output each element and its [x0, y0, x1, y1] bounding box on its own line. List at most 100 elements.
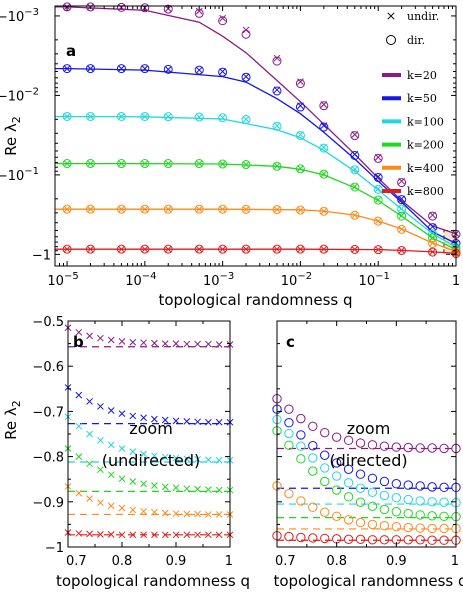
directed-marker — [397, 245, 407, 255]
directed-marker — [355, 497, 366, 507]
legend-label: k=400 — [407, 162, 444, 175]
undirected-marker — [219, 114, 226, 121]
directed-marker — [379, 535, 390, 545]
undirected-marker — [374, 185, 382, 193]
x-tick-label-base: 10 — [47, 274, 64, 289]
directed-marker — [319, 244, 329, 254]
legend-label: k=200 — [407, 139, 444, 152]
directed-marker — [218, 67, 228, 77]
legend-undirected-marker — [387, 12, 395, 20]
directed-marker — [320, 533, 330, 544]
undirected-marker — [87, 113, 94, 120]
undirected-marker — [118, 445, 126, 452]
undirected-marker — [118, 65, 125, 72]
directed-marker — [272, 205, 282, 215]
directed-marker — [218, 113, 228, 123]
x-tick-label-exp: −3 — [220, 271, 235, 282]
x-axis-label: topological randomness q — [56, 572, 250, 590]
directed-marker — [140, 64, 150, 74]
undirected-marker — [194, 510, 201, 518]
x-tick-label-base: 10 — [281, 274, 298, 289]
undirected-marker — [107, 502, 115, 510]
undirected-marker — [194, 418, 201, 426]
directed-marker — [62, 159, 72, 169]
directed-marker — [427, 511, 437, 521]
legend-label: k=100 — [407, 115, 444, 128]
panel-letter-c: c — [286, 333, 295, 351]
undirected-marker — [151, 531, 158, 539]
undirected-marker — [118, 410, 126, 418]
undirected-marker — [63, 245, 71, 253]
undirected-marker — [172, 340, 180, 347]
legend-label: dir. — [407, 34, 425, 47]
y-tick-label: −0.9 — [32, 496, 64, 511]
undirected-marker — [215, 486, 223, 494]
directed-marker — [379, 441, 390, 451]
directed-marker — [428, 247, 438, 257]
directed-marker — [397, 204, 407, 214]
undirected-marker — [183, 340, 191, 348]
directed-marker — [116, 244, 126, 254]
directed-marker — [241, 244, 251, 254]
undirected-marker — [242, 161, 250, 168]
y-axis-label-main: Re λ — [2, 123, 20, 156]
undirected-marker — [374, 246, 382, 253]
undirected-marker — [320, 245, 328, 253]
x-tick-label: 0.9 — [166, 554, 187, 569]
undirected-marker — [141, 205, 149, 213]
directed-marker — [319, 206, 329, 216]
undirected-marker — [205, 486, 212, 493]
x-tick-label-base: 10 — [359, 274, 376, 289]
theory-line — [54, 115, 457, 248]
directed-marker — [308, 421, 318, 432]
y-tick-label: −10−3 — [0, 7, 39, 25]
directed-marker — [272, 161, 282, 171]
undirected-marker — [164, 65, 172, 73]
directed-marker — [320, 450, 330, 460]
undirected-marker — [172, 454, 180, 462]
undirected-marker — [63, 65, 71, 72]
undirected-marker — [151, 482, 158, 489]
x-tick-label-exp: −2 — [297, 271, 312, 282]
directed-marker — [379, 476, 390, 487]
directed-marker — [272, 121, 282, 131]
x-tick-label-exp: −5 — [64, 271, 79, 282]
y-tick-label-exp: −1 — [24, 166, 39, 177]
directed-marker — [373, 153, 383, 163]
undirected-marker — [374, 196, 382, 204]
undirected-marker — [87, 245, 94, 253]
directed-marker — [85, 204, 95, 214]
directed-marker — [140, 244, 150, 254]
directed-marker — [439, 497, 449, 507]
panel-letter-a: a — [66, 42, 76, 60]
directed-marker — [331, 458, 342, 468]
directed-marker — [343, 464, 354, 474]
undirected-marker — [151, 415, 158, 423]
directed-marker — [367, 535, 378, 545]
directed-marker — [218, 204, 228, 214]
undirected-marker — [429, 239, 436, 247]
directed-marker — [391, 493, 402, 503]
undirected-marker — [242, 115, 250, 123]
directed-marker — [62, 111, 72, 121]
directed-marker — [403, 535, 413, 545]
zoom-annotation-line2: (directed) — [329, 451, 407, 470]
directed-marker — [427, 482, 437, 492]
undirected-marker — [97, 334, 104, 342]
directed-marker — [116, 111, 126, 121]
series-k800 — [64, 529, 234, 539]
directed-marker — [296, 441, 306, 451]
directed-marker — [272, 56, 282, 66]
x-tick-label-base: 10 — [203, 274, 220, 289]
directed-marker — [140, 204, 150, 214]
x-tick-label: 0.7 — [275, 554, 296, 569]
undirected-marker — [75, 422, 83, 430]
directed-marker — [367, 473, 378, 483]
directed-marker — [379, 504, 390, 515]
undirected-marker — [205, 456, 212, 464]
y-tick-label: −1 — [32, 248, 51, 263]
undirected-marker — [219, 205, 226, 213]
undirected-marker — [97, 530, 104, 538]
directed-marker — [415, 481, 425, 491]
x-tick-label: 1 — [452, 274, 460, 289]
